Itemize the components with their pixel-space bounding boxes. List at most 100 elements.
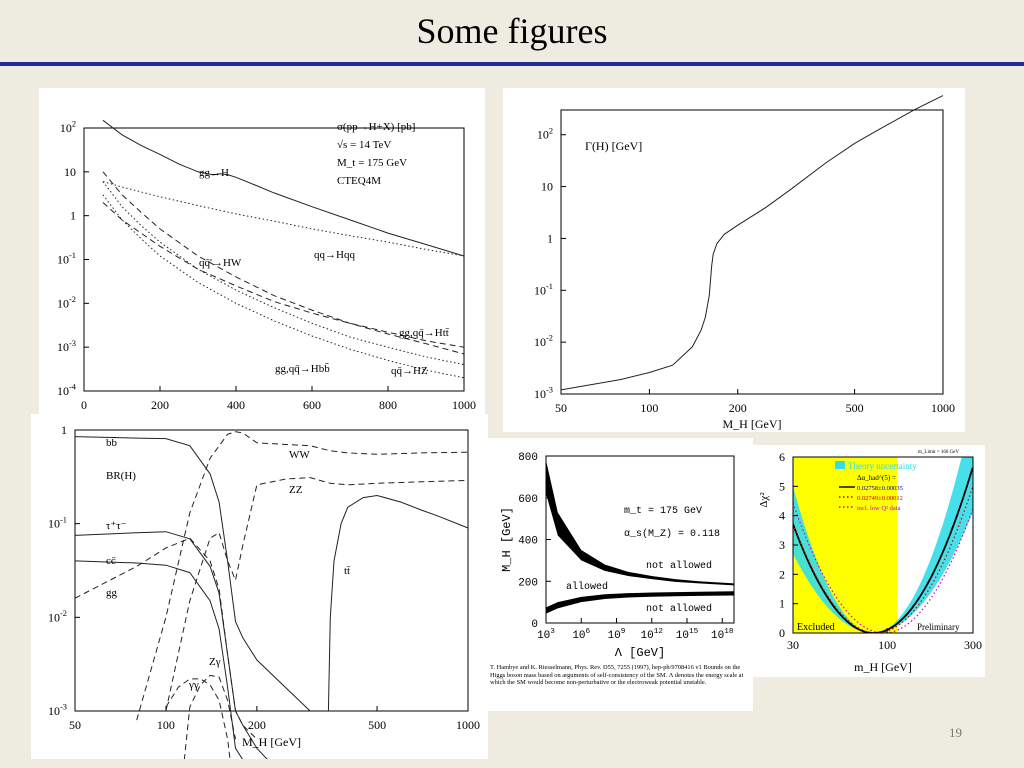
series-line-3 [102, 202, 465, 348]
legend-label-2: incl. low Q² data [857, 505, 901, 512]
series-label-2: qq̄'→HW [199, 257, 242, 269]
x-axis-label: Λ [GeV] [615, 646, 665, 660]
higgs-mass-bounds-chart: 103 106 109 1012 1015 1018 0 200 400 600 800 m_t = … [490, 452, 744, 687]
series-line-2 [102, 171, 465, 355]
y-tick-label: 0 [531, 619, 538, 631]
legend-swatch-band [835, 461, 845, 469]
branching-ratio-chart-panel: 50 100 200 500 1000 1 10-1 10-2 10-3 bb̄ τ⁺τ⁻ cc̄ gg… [31, 414, 488, 759]
cross-section-chart-panel: 0 200 400 600 800 1000 102 10 1 10-1 10-2 10-3 10-4 g… [39, 88, 485, 414]
y-tick-label: 10-1 [48, 515, 67, 530]
y-tick-label: 5 [779, 479, 785, 493]
x-tick-label: 50 [555, 401, 567, 415]
y-tick-label: 1 [70, 209, 76, 223]
y-tick-label: 800 [518, 452, 538, 464]
branching-ratio-chart: 50 100 200 500 1000 1 10-1 10-2 10-3 bb̄ τ⁺τ⁻ cc̄ gg… [48, 423, 480, 759]
x-axis-label: M_H [GeV] [723, 417, 782, 431]
series-line-5 [102, 194, 465, 379]
series-label-1: qq→Hqq [314, 249, 355, 261]
series-line-6 [136, 431, 469, 721]
series-line-0 [74, 436, 311, 712]
x-tick-label: 109 [608, 628, 626, 642]
annotation-1: α_s(M_Z) = 0.118 [624, 528, 720, 540]
figure-caption: T. Hambye and K. Riesselmann, Phys. Rev.… [490, 664, 744, 687]
delta-chi2-chart: 30 100 300 0 1 2 3 4 5 6 m_H [GeV] Δχ² m_Limit = 166… [758, 450, 982, 674]
y-tick-label: 102 [537, 126, 553, 141]
series-line-2 [74, 560, 243, 759]
slide-title: Some figures [416, 11, 608, 51]
x-tick-label: 106 [572, 628, 590, 642]
y-tick-label: 10-2 [534, 334, 553, 349]
y-tick-label: 1 [61, 423, 67, 437]
caption-box: T. Hambye and K. Riesselmann, Phys. Rev.… [490, 664, 744, 687]
x-tick-label: 1000 [931, 401, 955, 415]
x-tick-label: 400 [227, 398, 245, 412]
cross-section-chart: 0 200 400 600 800 1000 102 10 1 10-1 10-2 10-3 10-4 g… [57, 119, 476, 412]
x-tick-label: 1012 [641, 628, 664, 642]
y-axis-label: Δχ² [758, 492, 770, 508]
y-tick-label: 2 [779, 567, 785, 581]
series-label-5: Zγ [209, 656, 221, 668]
annotation-4: not allowed [646, 603, 712, 615]
series-label-0: gg→H [199, 167, 229, 179]
x-axis-label: M_H [GeV] [242, 735, 301, 749]
annotation-0: BR(H) [106, 470, 136, 482]
y-tick-label: 1 [547, 231, 553, 245]
x-tick-label: 50 [69, 718, 81, 732]
y-tick-label: 10-3 [534, 386, 553, 401]
series-label-5: gg,qq̄→Hbb̄ [275, 363, 330, 375]
annotation-3: CTEQ4M [337, 175, 381, 187]
x-tick-label: 103 [537, 628, 555, 642]
y-tick-label: 3 [779, 538, 785, 552]
x-tick-label: 100 [878, 638, 896, 652]
x-tick-label: 200 [151, 398, 169, 412]
y-tick-label: 0 [779, 626, 785, 640]
y-tick-label: 6 [779, 450, 785, 464]
plot-frame [74, 429, 469, 712]
y-tick-label: 10 [541, 180, 553, 194]
y-tick-label: 10 [64, 165, 76, 179]
y-tick-label: 10-3 [48, 703, 67, 718]
series-line-1 [74, 531, 268, 759]
series-label-3: gg [106, 587, 118, 599]
y-tick-label: 10-3 [57, 339, 76, 354]
plot-frame [560, 109, 944, 395]
series-line-5 [183, 674, 236, 759]
x-tick-label: 1000 [452, 398, 476, 412]
series-line-0 [102, 119, 465, 257]
x-tick-label: 30 [787, 638, 799, 652]
page-number: 19 [949, 725, 962, 740]
series-label-0: bb̄ [106, 437, 118, 449]
x-tick-label: 500 [846, 401, 864, 415]
x-tick-label: 300 [964, 638, 982, 652]
y-tick-label: 10-2 [48, 609, 67, 624]
series-label-4: γγ [188, 679, 199, 691]
y-axis-label: M_H [GeV] [500, 507, 514, 572]
series-line-7 [165, 477, 469, 712]
series-label-2: cc̄ [106, 555, 116, 567]
lower-bound-band [546, 591, 734, 614]
higgs-width-chart-panel: 50 100 200 500 1000 102 10 1 10-1 10-2 10-3 Γ(H) [G… [503, 88, 965, 432]
annotation-3: allowed [566, 581, 608, 593]
legend-label-band: Theory uncertainty [848, 461, 917, 471]
x-tick-label: 1000 [456, 718, 480, 732]
x-tick-label: 600 [303, 398, 321, 412]
x-tick-label: 1015 [676, 628, 699, 642]
title-divider [0, 62, 1024, 66]
x-tick-label: 200 [729, 401, 747, 415]
series-label-3: gg,qq̄→Htt̄ [399, 327, 449, 339]
series-line-1 [102, 181, 465, 257]
annotation-0: Γ(H) [GeV] [585, 139, 642, 153]
x-tick-label: 500 [368, 718, 386, 732]
plot-area [793, 457, 973, 633]
legend-label-0: 0.02758±0.00035 [857, 485, 903, 492]
y-tick-label: 102 [60, 120, 76, 135]
x-tick-label: 1018 [711, 628, 734, 642]
x-tick-label: 800 [379, 398, 397, 412]
annotation-2: Preliminary [917, 622, 960, 632]
series-label-1: τ⁺τ⁻ [106, 520, 127, 532]
x-tick-label: 100 [640, 401, 658, 415]
series-line-8 [327, 494, 469, 712]
higgs-width-chart: 50 100 200 500 1000 102 10 1 10-1 10-2 10-3 Γ(H) [G… [534, 95, 955, 431]
y-tick-label: 400 [518, 536, 538, 548]
series-label-8: tt̄ [344, 565, 351, 577]
